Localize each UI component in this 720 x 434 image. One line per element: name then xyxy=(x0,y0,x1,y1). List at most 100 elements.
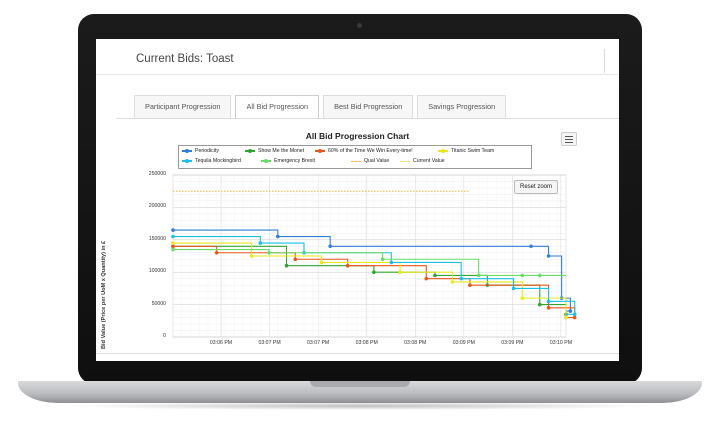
tab-savings-progression[interactable]: Savings Progression xyxy=(417,95,507,118)
tab-bar: Participant Progression All Bid Progress… xyxy=(134,95,510,118)
x-tick-label: 03:07 PM xyxy=(307,340,330,346)
data-point xyxy=(538,302,542,307)
data-point xyxy=(276,234,280,239)
legend-label: Tequila Mockingbird xyxy=(195,158,241,164)
legend-label: Emergency Brexit xyxy=(274,158,315,164)
data-point xyxy=(372,270,376,274)
legend-swatch xyxy=(438,148,448,153)
y-tick-label: 0 xyxy=(163,333,166,339)
legend-label: Periodicity xyxy=(195,148,219,154)
header-rule xyxy=(96,74,619,75)
tab-all-bid-progression[interactable]: All Bid Progression xyxy=(235,95,320,118)
hamburger-menu-icon xyxy=(565,136,573,137)
tab-best-bid-progression[interactable]: Best Bid Progression xyxy=(323,95,414,118)
chart-plot xyxy=(171,174,577,338)
data-point xyxy=(249,254,254,258)
legend-item[interactable]: Tequila Mockingbird xyxy=(182,158,241,164)
data-point xyxy=(564,315,568,320)
legend-item[interactable]: Titanic Swim Team xyxy=(438,148,494,154)
legend-swatch xyxy=(351,160,361,162)
data-point xyxy=(511,286,516,291)
plot-area xyxy=(172,174,567,338)
legend-label: 60% of the Time We Win Every-time! xyxy=(328,148,413,154)
data-point xyxy=(214,250,219,255)
data-point xyxy=(433,273,437,278)
data-point xyxy=(520,273,525,278)
data-point xyxy=(171,244,175,249)
y-tick-label: 200000 xyxy=(148,203,166,210)
data-point xyxy=(267,250,271,255)
legend-marker xyxy=(185,158,189,163)
legend-swatch xyxy=(261,158,271,163)
legend-label: Show Me the Monet xyxy=(258,148,305,154)
data-point xyxy=(398,270,402,274)
legend-item[interactable]: 60% of the Time We Win Every-time! xyxy=(315,148,413,154)
chart-title: All Bid Progression Chart xyxy=(305,131,410,141)
chart-menu-button[interactable] xyxy=(561,132,577,146)
y-tick-label: 100000 xyxy=(148,268,166,275)
y-tick-label: 250000 xyxy=(148,171,166,177)
data-point xyxy=(293,257,298,262)
legend-label: Qual Value xyxy=(364,158,390,164)
data-point xyxy=(572,312,577,317)
data-point xyxy=(319,260,324,265)
x-tick-label: 03:07 PM xyxy=(258,340,281,346)
data-point xyxy=(171,247,175,252)
legend-marker xyxy=(264,158,268,163)
legend-swatch xyxy=(400,160,410,162)
tab-participant-progression[interactable]: Participant Progression xyxy=(134,95,232,118)
laptop-notch xyxy=(310,381,410,387)
data-point xyxy=(450,280,455,284)
data-point xyxy=(546,299,551,304)
chart-legend: Periodicity Show Me the Monet 60% of the T… xyxy=(178,145,532,169)
x-tick-label: 03:08 PM xyxy=(404,340,427,346)
data-point xyxy=(328,244,332,249)
data-point xyxy=(171,234,175,239)
legend-item[interactable]: Emergency Brexit xyxy=(261,158,315,164)
legend-swatch xyxy=(315,148,325,153)
laptop-base xyxy=(18,381,702,403)
tab-panel-border xyxy=(116,118,619,119)
x-tick-label: 03:09 PM xyxy=(501,340,524,346)
legend-item[interactable]: Periodicity xyxy=(182,148,219,154)
reset-zoom-button[interactable]: Reset zoom xyxy=(514,180,559,194)
legend-marker xyxy=(248,148,252,153)
data-point xyxy=(476,273,481,278)
screen: Current Bids: Toast Participant Progress… xyxy=(96,39,619,361)
x-tick-label: 03:09 PM xyxy=(452,340,475,346)
footer-rule xyxy=(96,353,619,354)
data-point xyxy=(572,315,577,320)
data-point xyxy=(468,283,472,287)
legend-item[interactable]: Qual Value xyxy=(351,158,389,164)
y-tick-label: 50000 xyxy=(151,300,166,307)
data-point xyxy=(258,241,263,245)
data-point xyxy=(459,276,464,281)
data-point xyxy=(345,263,350,268)
legend-item[interactable]: Current Value xyxy=(400,158,445,164)
data-point xyxy=(568,309,573,313)
y-tick-label: 150000 xyxy=(148,235,166,242)
legend-label: Current Value xyxy=(413,158,445,164)
data-point xyxy=(389,260,394,265)
data-point xyxy=(171,241,175,245)
legend-swatch xyxy=(182,148,192,153)
legend-item[interactable]: Show Me the Monet xyxy=(245,148,304,154)
header-divider xyxy=(604,49,605,73)
series-line xyxy=(173,236,576,315)
data-point xyxy=(424,276,429,281)
x-tick-label: 03:06 PM xyxy=(209,340,233,346)
legend-swatch xyxy=(182,158,192,163)
data-point xyxy=(546,254,551,258)
page-title: Current Bids: Toast xyxy=(136,53,234,65)
data-point xyxy=(529,244,533,249)
legend-label: Titanic Swim Team xyxy=(451,148,495,154)
data-point xyxy=(284,263,289,268)
x-tick-label: 03:08 PM xyxy=(355,340,378,346)
data-point xyxy=(538,273,542,278)
data-point xyxy=(380,257,385,262)
legend-marker xyxy=(185,148,189,153)
x-tick-label: 03:10 PM xyxy=(549,340,573,346)
legend-swatch xyxy=(245,148,255,153)
legend-marker xyxy=(441,148,445,153)
data-point xyxy=(171,228,175,232)
